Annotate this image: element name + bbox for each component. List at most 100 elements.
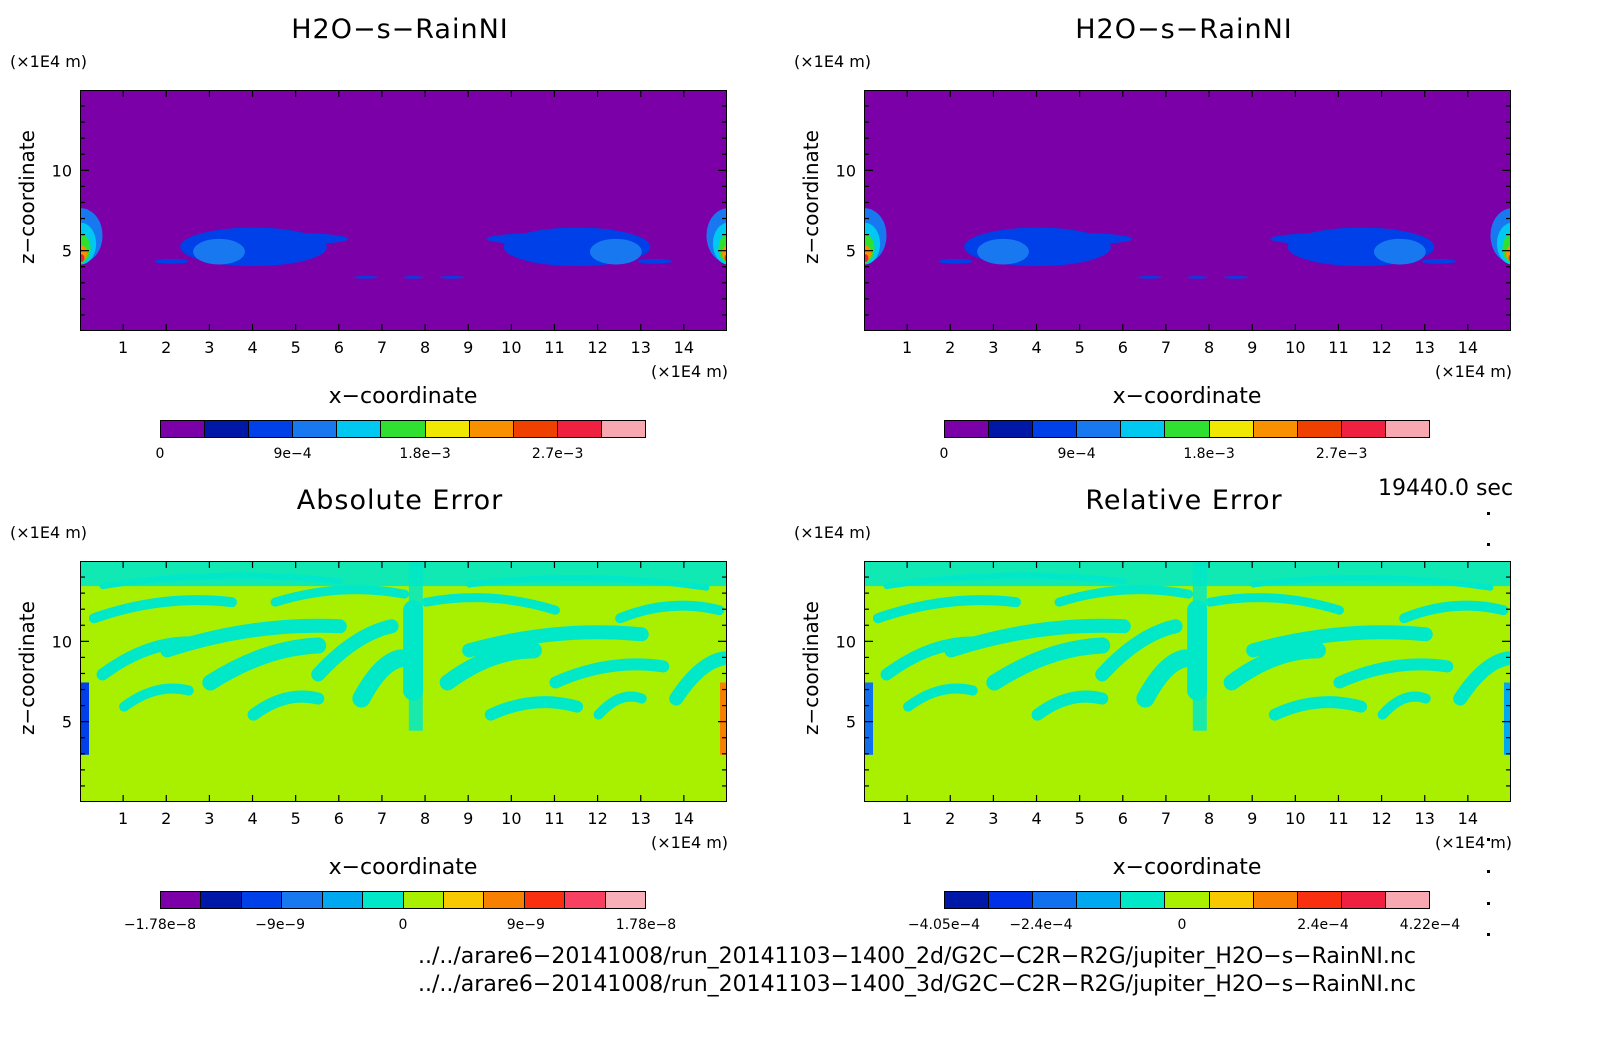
- x-tick-label: 9: [1247, 809, 1257, 828]
- x-tick-label: 13: [1415, 809, 1435, 828]
- x-tick-label: 4: [1031, 809, 1041, 828]
- colorbar-swatch: [403, 892, 444, 908]
- x-tick-label: 7: [377, 338, 387, 357]
- error-streak: [1250, 574, 1494, 591]
- y-tick-label: 10: [52, 632, 72, 651]
- colorbar: [944, 891, 1430, 909]
- colorbar-tick-label: 0: [1177, 917, 1187, 933]
- colorbar-swatch: [241, 892, 283, 908]
- file-path-3d: ../../arare6−20141008/run_20141103−1400_…: [418, 972, 1416, 997]
- colorbar-swatch: [513, 421, 558, 437]
- x-tick-label: 14: [1458, 809, 1478, 828]
- colorbar-swatch: [1297, 892, 1342, 908]
- error-streak: [1031, 690, 1109, 721]
- colorbar-swatch: [484, 892, 525, 908]
- colorbar: [160, 891, 646, 909]
- margin-dot: [1487, 902, 1490, 905]
- x-axis-unit: (×1E4 m): [651, 362, 729, 381]
- panel-top-right: H2O−s−RainNI (×1E4 m) z−coordinate (×1E4…: [784, 0, 1564, 470]
- error-streak: [88, 595, 237, 624]
- x-tick-label: 3: [204, 809, 214, 828]
- x-tick-label: 3: [988, 809, 998, 828]
- colorbar-swatch: [425, 421, 470, 437]
- error-streak: [462, 625, 649, 658]
- error-streak: [1268, 696, 1368, 721]
- colorbar-swatch: [249, 421, 294, 437]
- colorbar-tick-label: 1.78e−8: [615, 917, 677, 933]
- colorbar-tick-label: −9e−9: [255, 917, 306, 933]
- x-tick-label: 12: [587, 338, 607, 357]
- x-tick-label: 1: [902, 338, 912, 357]
- colorbar: [160, 420, 646, 438]
- colorbar-swatch: [161, 892, 202, 908]
- colorbar-swatch: [293, 421, 338, 437]
- x-tick-label: 13: [631, 809, 651, 828]
- error-streak: [669, 651, 726, 706]
- timestamp: 19440.0 sec: [1378, 476, 1514, 501]
- x-tick-label: 9: [463, 809, 473, 828]
- x-tick-label: 2: [161, 809, 171, 828]
- colorbar-swatch: [1253, 892, 1298, 908]
- chart-title: H2O−s−RainNI: [291, 14, 509, 45]
- error-streak: [903, 683, 978, 712]
- error-streak: [1054, 585, 1193, 607]
- x-tick-label: 8: [1204, 338, 1214, 357]
- file-path-2d: ../../arare6−20141008/run_20141103−1400_…: [418, 944, 1416, 969]
- error-streak: [1377, 691, 1431, 720]
- cloud-blob: [154, 258, 189, 264]
- y-axis-unit: (×1E4 m): [10, 523, 88, 542]
- error-streak: [96, 636, 195, 681]
- colorbar-swatch: [1033, 892, 1078, 908]
- y-axis-unit: (×1E4 m): [10, 52, 88, 71]
- error-streak: [1453, 651, 1510, 706]
- x-tick-label: 2: [945, 809, 955, 828]
- error-streak: [99, 572, 343, 590]
- field-background: [865, 91, 1510, 330]
- colorbar-swatch: [1341, 892, 1386, 908]
- edge-column: [1508, 254, 1510, 262]
- margin-dot: [1487, 838, 1490, 841]
- colorbar-swatch: [1385, 421, 1430, 437]
- colorbar-swatch: [945, 421, 990, 437]
- error-streak: [270, 585, 409, 607]
- error-streak: [1399, 600, 1509, 624]
- x-tick-label: 10: [501, 809, 521, 828]
- x-tick-label: 6: [1118, 809, 1128, 828]
- x-tick-label: 10: [501, 338, 521, 357]
- colorbar-tick-label: −2.4e−4: [1009, 917, 1073, 933]
- y-tick-label: 5: [846, 242, 856, 261]
- x-tick-label: 8: [420, 809, 430, 828]
- error-streak: [880, 636, 979, 681]
- edge-anomaly: [1504, 682, 1510, 755]
- error-streak: [1136, 649, 1194, 708]
- x-axis-label: x−coordinate: [328, 384, 478, 409]
- colorbar-swatch: [1121, 421, 1166, 437]
- panel-bottom-right: Relative Error (×1E4 m) z−coordinate (×1…: [784, 471, 1564, 941]
- colorbar-swatch: [161, 421, 206, 437]
- colorbar-swatch: [443, 892, 485, 908]
- x-tick-label: 12: [1371, 809, 1391, 828]
- x-axis-unit: (×1E4 m): [651, 833, 729, 852]
- error-streak: [421, 593, 560, 615]
- x-tick-label: 14: [1458, 338, 1478, 357]
- heatmap-field: [81, 562, 726, 801]
- colorbar-swatch: [205, 421, 250, 437]
- colorbar-swatch: [1253, 421, 1298, 437]
- colorbar-swatch: [989, 421, 1034, 437]
- colorbar-swatch: [1341, 421, 1386, 437]
- x-tick-label: 4: [247, 809, 257, 828]
- x-tick-label: 1: [118, 809, 128, 828]
- x-tick-label: 6: [334, 338, 344, 357]
- y-tick-label: 5: [62, 713, 72, 732]
- error-streak: [1095, 619, 1183, 682]
- colorbar-tick-label: −1.78e−8: [123, 917, 197, 933]
- x-axis-unit: (×1E4 m): [1435, 833, 1513, 852]
- colorbar-swatch: [337, 421, 382, 437]
- error-seam: [408, 562, 423, 731]
- panel-top-left: H2O−s−RainNI (×1E4 m) z−coordinate (×1E4…: [0, 0, 780, 470]
- x-tick-label: 4: [247, 338, 257, 357]
- colorbar-swatch: [1297, 421, 1342, 437]
- error-streak: [466, 574, 710, 591]
- colorbar-swatch: [989, 892, 1034, 908]
